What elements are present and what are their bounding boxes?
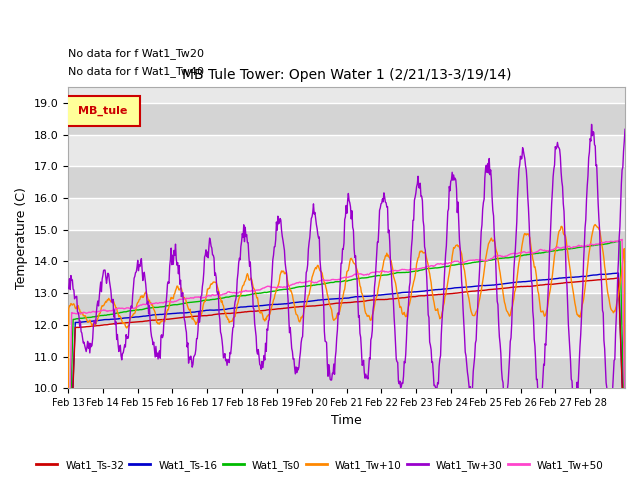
Text: MB_tule: MB_tule [78, 106, 127, 116]
Bar [68, 167, 625, 198]
X-axis label: Time: Time [331, 414, 362, 427]
Text: No data for f Wat1_Tw20: No data for f Wat1_Tw20 [68, 48, 204, 59]
Bar [68, 198, 625, 230]
Legend: Wat1_Ts-32, Wat1_Ts-16, Wat1_Ts0, Wat1_Tw+10, Wat1_Tw+30, Wat1_Tw+50: Wat1_Ts-32, Wat1_Ts-16, Wat1_Ts0, Wat1_T… [32, 456, 608, 475]
Bar [68, 293, 625, 325]
Y-axis label: Temperature (C): Temperature (C) [15, 187, 28, 288]
Bar [68, 230, 625, 262]
Title: MB Tule Tower: Open Water 1 (2/21/13-3/19/14): MB Tule Tower: Open Water 1 (2/21/13-3/1… [182, 68, 511, 82]
Text: No data for f Wat1_Tw40: No data for f Wat1_Tw40 [68, 66, 204, 77]
Bar [68, 262, 625, 293]
Bar [68, 357, 625, 388]
Bar [68, 134, 625, 167]
FancyBboxPatch shape [65, 96, 140, 126]
Bar [68, 103, 625, 134]
Bar [68, 325, 625, 357]
